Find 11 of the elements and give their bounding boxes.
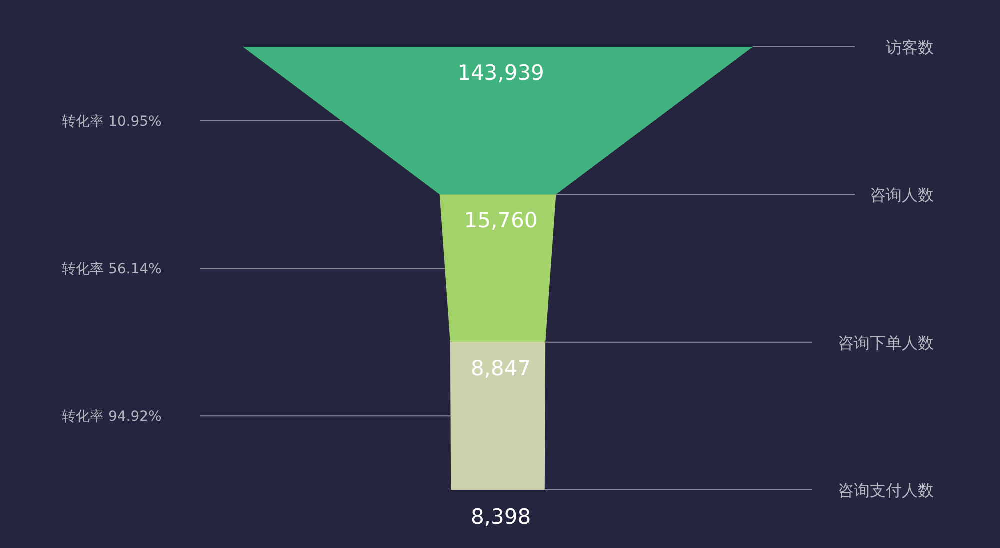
text: 转化率 94.92% xyxy=(62,409,162,426)
data-label: 8,398 xyxy=(470,505,532,529)
data-label: 15,760 xyxy=(464,208,538,233)
data-label: 143,939 xyxy=(458,61,544,85)
category-label: 咨询下单人数 xyxy=(838,333,934,352)
category-label: 咨询人数 xyxy=(870,186,934,205)
data-label: 8,847 xyxy=(470,356,532,380)
text: 转化率 10.95% xyxy=(62,114,162,130)
text: 转化率 56.14% xyxy=(62,262,162,278)
category-label: 访客数 xyxy=(886,38,934,57)
category-label: 咨询支付人数 xyxy=(838,481,934,500)
